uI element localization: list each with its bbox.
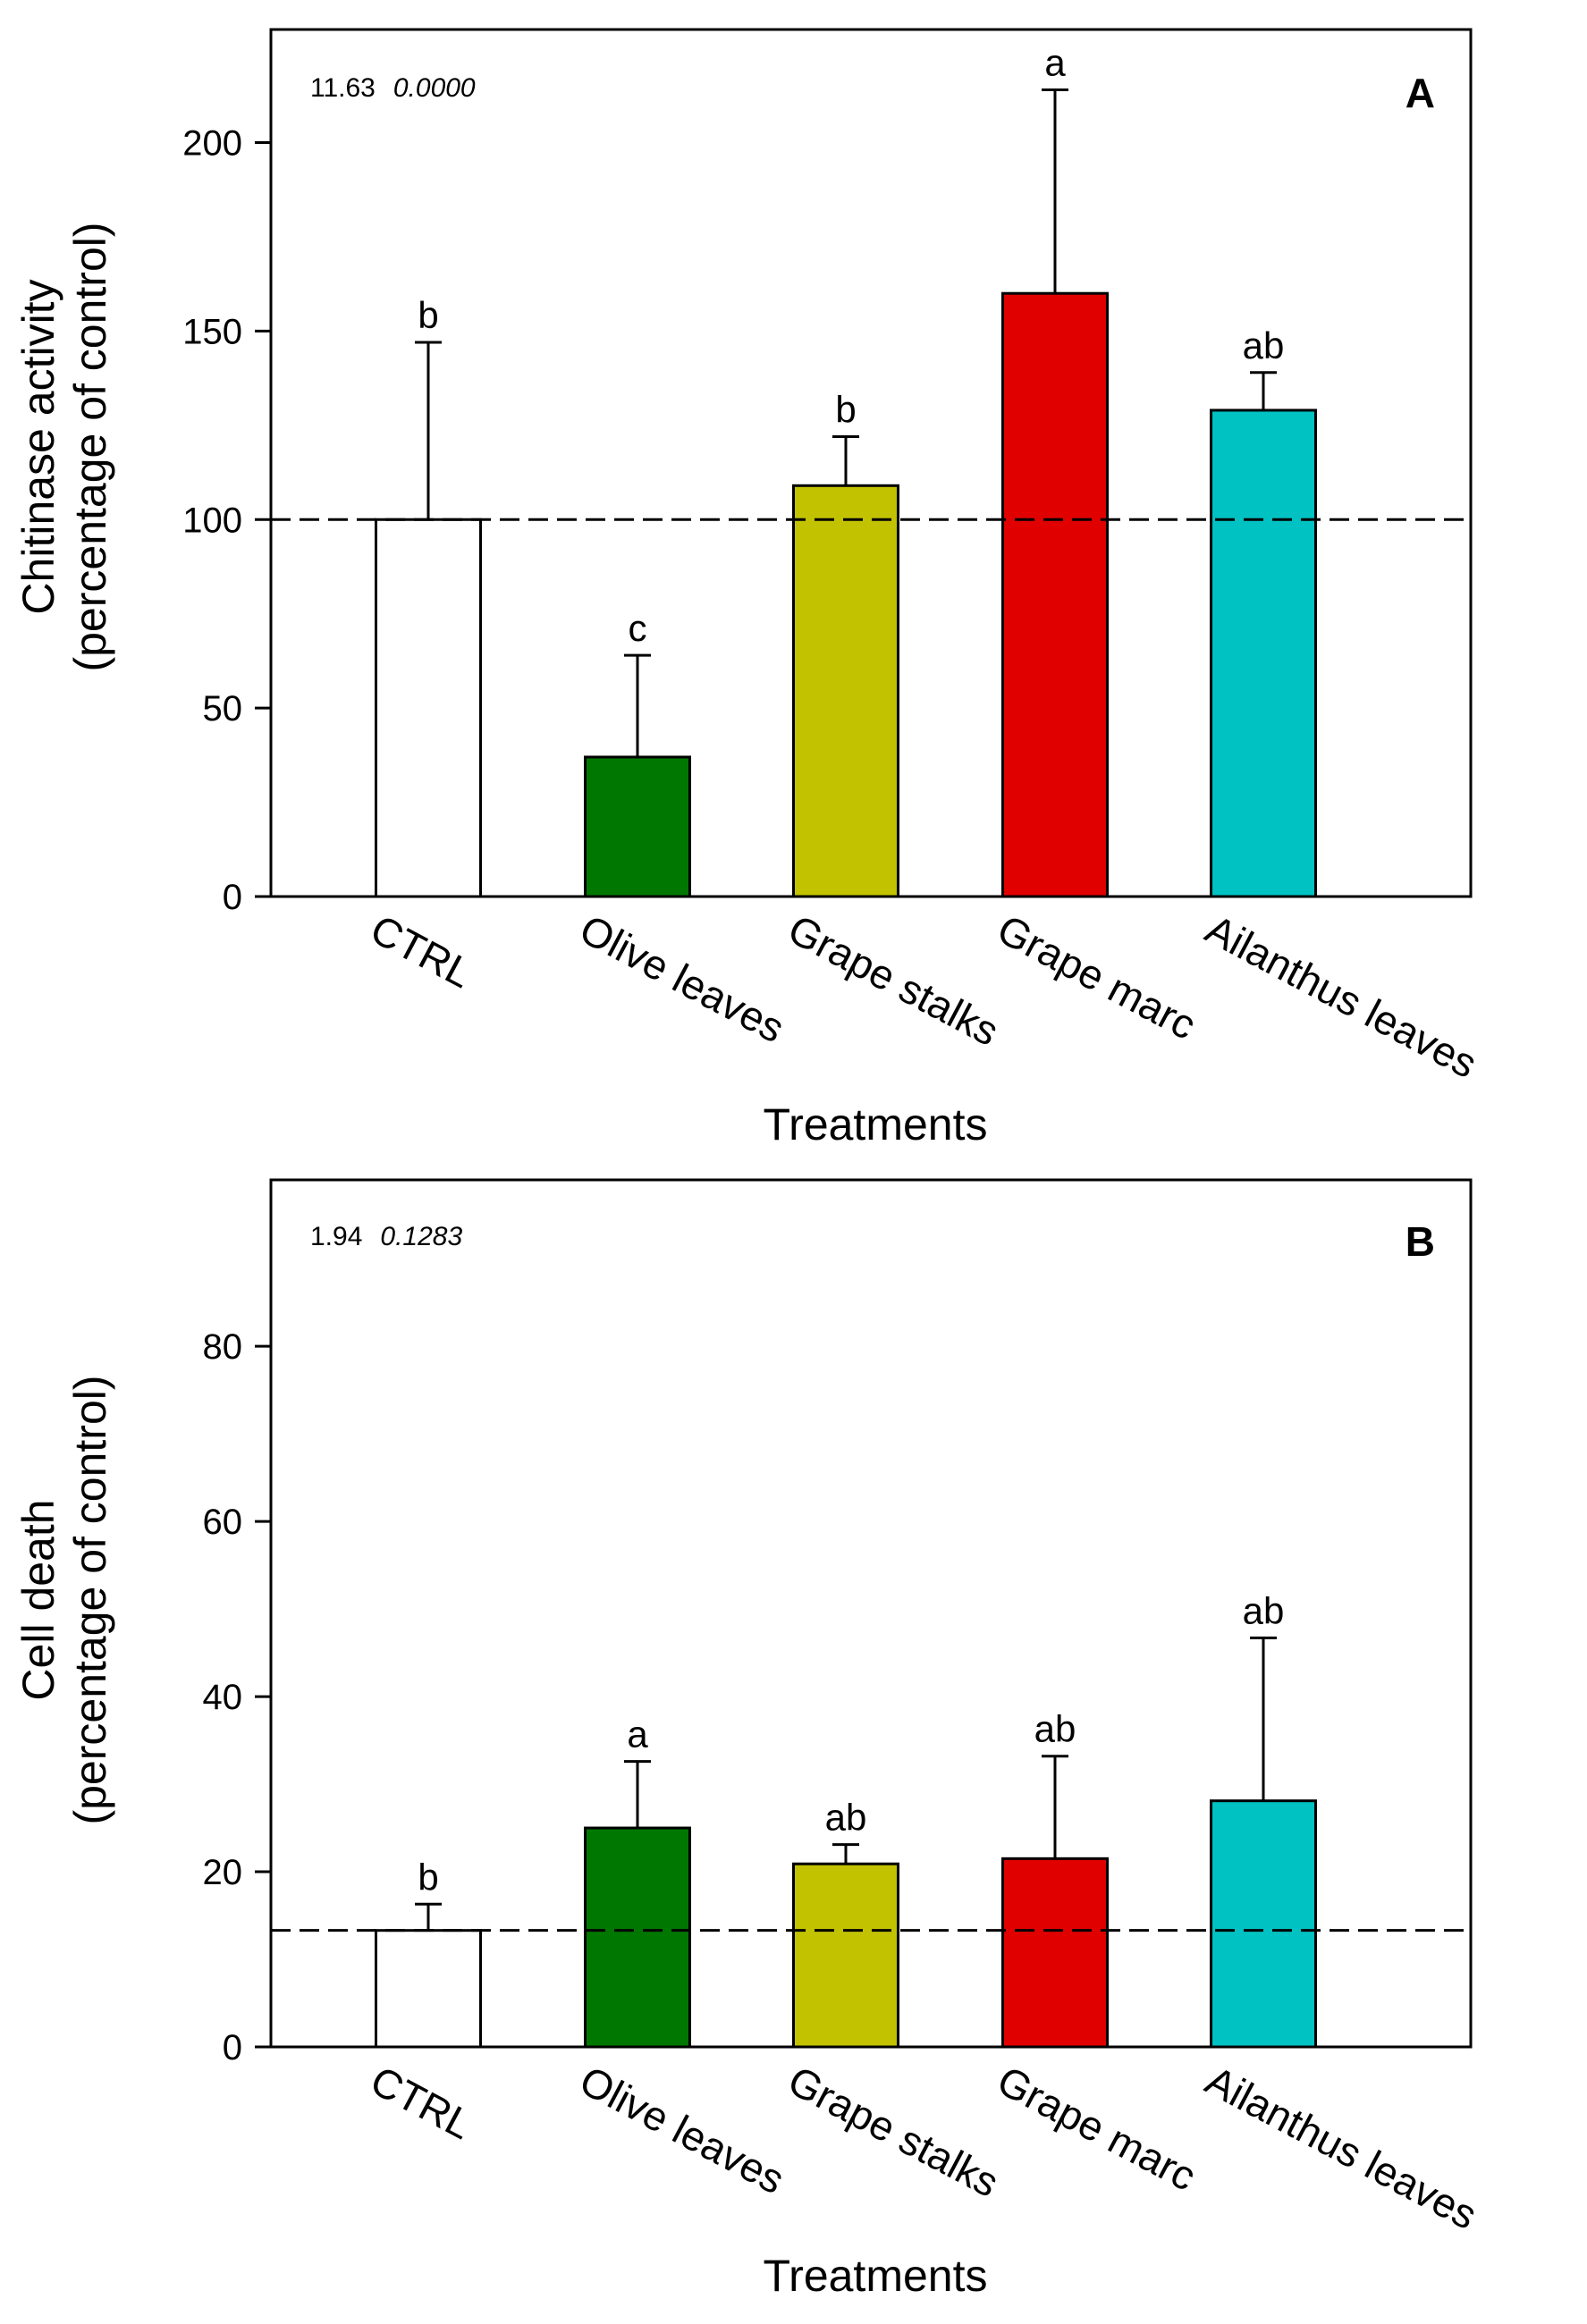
- y-tick-label: 0: [223, 878, 242, 917]
- bar-ailanthus-leaves: [1210, 1799, 1317, 2049]
- y-tick-label: 50: [203, 689, 243, 728]
- bar-grape-stalks: [792, 484, 899, 898]
- stat-annotation: 1.94 0.1283: [310, 1222, 462, 1251]
- y-tick-label: 80: [203, 1327, 243, 1367]
- x-category-label: Olive leaves: [572, 905, 792, 1052]
- p-value: 0.0000: [393, 73, 476, 103]
- significance-label: ab: [1243, 324, 1285, 366]
- x-category-label: Olive leaves: [572, 2057, 792, 2203]
- x-axis-title: Treatments: [763, 2251, 987, 2301]
- y-tick-label: 200: [182, 124, 242, 164]
- x-category-label: Ailanthus leaves: [1198, 905, 1484, 1087]
- y-axis-title-line2: (percentage of control): [65, 222, 115, 671]
- p-value: 0.1283: [380, 1222, 462, 1251]
- bar-ctrl: [375, 518, 482, 898]
- significance-label: ab: [825, 1797, 867, 1839]
- bar-grape-stalks: [792, 1862, 899, 2049]
- y-tick-label: 150: [182, 312, 242, 351]
- y-tick-label: 60: [203, 1503, 243, 1542]
- y-axis-title-line2: (percentage of control): [65, 1375, 115, 1824]
- stat-value: 1.94: [310, 1222, 362, 1251]
- significance-label: b: [418, 294, 438, 336]
- x-category-label: Grape stalks: [781, 905, 1006, 1055]
- bar-olive-leaves: [584, 755, 691, 898]
- y-axis-title-line1: Chitinase activity: [13, 279, 63, 614]
- y-tick-label: 40: [203, 1678, 243, 1717]
- x-category-label: Ailanthus leaves: [1198, 2057, 1484, 2238]
- x-category-label: CTRL: [363, 2057, 479, 2148]
- panel-letter: B: [1406, 1218, 1435, 1265]
- x-axis-title: Treatments: [763, 1099, 987, 1149]
- significance-label: b: [835, 388, 856, 430]
- bar-ailanthus-leaves: [1210, 408, 1317, 898]
- y-tick-label: 100: [182, 501, 242, 540]
- x-category-label: Grape marc: [990, 905, 1203, 1048]
- stat-value: 11.63: [310, 73, 376, 103]
- chart-panel-b: 0 20 40 60 80 b CTRL a Olive leaves ab Grape stalk…: [13, 1178, 1484, 2301]
- x-category-label: CTRL: [363, 905, 479, 997]
- bar-grape-marc: [1001, 1857, 1109, 2049]
- bar-ctrl: [375, 1929, 482, 2049]
- chart-panel-a: 0 50 100 150 200 b CTRL c Olive leaves b Grape sta…: [13, 28, 1484, 1149]
- significance-label: ab: [1034, 1708, 1076, 1750]
- x-category-label: Grape stalks: [781, 2057, 1006, 2206]
- significance-label: c: [629, 607, 647, 649]
- bar-olive-leaves: [584, 1826, 691, 2049]
- significance-label: a: [1044, 41, 1066, 83]
- y-axis-title: Cell death(percentage of control): [13, 1375, 115, 1824]
- bar-grape-marc: [1001, 291, 1109, 898]
- significance-label: ab: [1243, 1589, 1285, 1631]
- significance-label: a: [627, 1714, 648, 1756]
- stat-annotation: 11.63 0.0000: [310, 73, 476, 103]
- panel-letter: A: [1406, 70, 1435, 116]
- y-tick-label: 20: [203, 1853, 243, 1892]
- significance-label: b: [418, 1856, 438, 1898]
- x-category-label: Grape marc: [990, 2057, 1203, 2200]
- y-axis-title: Chitinase activity(percentage of control…: [13, 222, 115, 671]
- y-tick-label: 0: [223, 2028, 242, 2067]
- y-axis-title-line1: Cell death: [13, 1499, 63, 1700]
